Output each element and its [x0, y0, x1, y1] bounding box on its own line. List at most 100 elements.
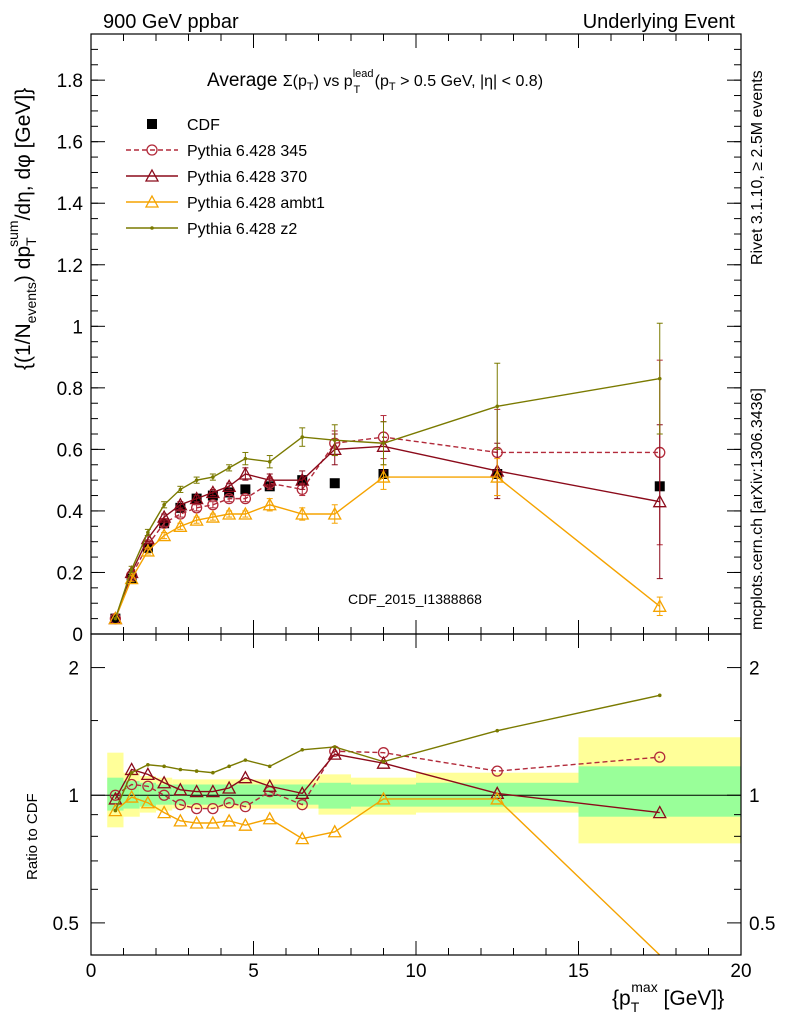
data-point: [267, 459, 272, 464]
data-point: [238, 466, 253, 480]
data-point: [157, 509, 172, 523]
data-point: [657, 376, 662, 381]
ratio-point: [173, 782, 188, 796]
ratio-point: [327, 746, 342, 760]
ratio-point: [300, 747, 305, 752]
data-point: [222, 478, 237, 492]
data-point: [224, 487, 235, 498]
ratio-point: [295, 831, 310, 845]
data-point: [222, 506, 237, 520]
data-point: [189, 512, 204, 526]
data-point: [227, 466, 231, 470]
x-tick-label: 10: [405, 961, 426, 982]
series-pythia-6-428-345: [109, 359, 666, 625]
legend-marker: [144, 168, 160, 182]
ratio-point: [173, 813, 188, 827]
data-point: [329, 478, 340, 489]
ratio-point: [238, 817, 253, 831]
ratio-point: [491, 765, 503, 777]
data-point: [262, 472, 277, 486]
ratio-point: [262, 811, 277, 825]
ratio-point: [109, 789, 122, 801]
y-tick-label: 0.2: [57, 563, 83, 584]
series-pythia-6-428-z2: [113, 322, 663, 621]
data-point: [381, 441, 386, 446]
title-sub2: T: [354, 84, 361, 96]
data-point: [376, 469, 391, 483]
ratio-point: [207, 802, 219, 815]
data-point: [300, 435, 305, 439]
ratio-band-inner: [156, 784, 173, 805]
data-point: [173, 518, 188, 532]
y-tick-label: 1.2: [57, 256, 83, 277]
ratio-point: [654, 751, 666, 763]
x-tick-label: 5: [248, 961, 259, 982]
ratio-point: [157, 775, 172, 789]
y-tick-label: 1.6: [57, 133, 83, 154]
ratio-y-tick-label: 2: [68, 659, 79, 680]
ratio-point: [146, 762, 150, 767]
title-sigma-close: ): [314, 73, 319, 90]
ratio-panel: 0 5 10 15 20 0.5 0.5 1 1 2 2: [53, 633, 775, 982]
ratio-point: [174, 799, 187, 811]
ratio-point: [222, 813, 237, 827]
title-sub: T: [307, 81, 314, 93]
ratio-point: [113, 808, 118, 813]
y-tick-label: 0: [72, 625, 83, 646]
data-point: [113, 616, 118, 621]
data-point: [240, 484, 251, 495]
ratio-point: [376, 791, 391, 805]
header-right: Underlying Event: [583, 11, 736, 33]
ratio-y-tick-label-right: 1: [749, 786, 760, 807]
title-sub3: T: [389, 81, 396, 93]
ratio-point: [157, 805, 172, 819]
ratio-point: [490, 791, 505, 805]
ratio-point: [381, 759, 386, 764]
data-point: [173, 497, 188, 511]
ratio-band-inner: [416, 782, 579, 807]
ratio-point: [140, 795, 155, 809]
title-average: Average: [207, 70, 277, 91]
data-point: [194, 478, 199, 482]
ratio-point: [262, 778, 277, 792]
data-point: [157, 528, 172, 542]
data-point: [162, 502, 166, 507]
data-point: [205, 509, 220, 523]
ratio-point: [239, 800, 252, 813]
ratio-series-line: [114, 750, 660, 810]
y-tick-label: 1.4: [57, 194, 84, 215]
title-cuts: (p: [370, 73, 389, 90]
ratio-point: [142, 780, 154, 792]
x-tick-label: 20: [730, 961, 751, 982]
ratio-point: [205, 815, 220, 829]
ratio-y-tick-label: 0.5: [53, 914, 79, 935]
main-panel: 0 0.2 0.4 0.6 0.8 1 1.2 1.4 1.6 1.8: [57, 33, 742, 646]
data-point: [332, 438, 337, 442]
header-left: 900 GeV ppbar: [103, 11, 239, 33]
ratio-point: [205, 784, 220, 798]
data-point: [140, 543, 155, 557]
ratio-point: [296, 799, 308, 811]
ratio-series-pythia-6-428-345: [109, 745, 666, 815]
ratio-point: [243, 758, 248, 762]
ratio-point: [657, 693, 662, 698]
legend-marker: [146, 144, 158, 156]
ratio-point: [190, 802, 203, 815]
ratio-point: [124, 789, 139, 803]
ratio-point: [238, 770, 253, 784]
ratio-series-pythia-6-428-ambt1: [108, 789, 661, 956]
ratio-point: [327, 824, 342, 838]
ratio-point: [211, 770, 215, 775]
legend-marker: [147, 119, 157, 129]
ratio-point: [108, 803, 123, 817]
y-tick-label: 0.6: [57, 440, 83, 461]
x-tick-label: 0: [86, 961, 97, 982]
legend: CDF Pythia 6.428 345 Pythia 6.428 370 Pythi…: [126, 117, 325, 238]
ratio-point: [129, 770, 134, 775]
ratio-series-pythia-6-428-z2: [113, 693, 662, 813]
ratio-y-tick-label-right: 0.5: [749, 914, 775, 935]
ratio-point: [222, 780, 237, 794]
data-point: [108, 611, 123, 625]
y-tick-label: 0.8: [57, 379, 83, 400]
ratio-point: [162, 764, 166, 769]
